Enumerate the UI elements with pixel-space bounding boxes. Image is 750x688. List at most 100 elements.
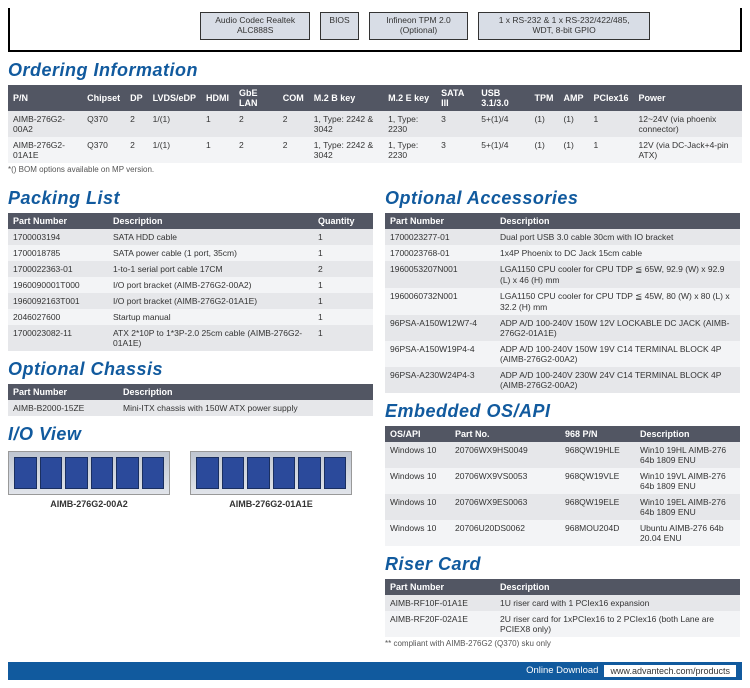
cell: Mini-ITX chassis with 150W ATX power sup…	[118, 400, 373, 416]
cell: 1700022363-01	[8, 261, 108, 277]
cell: 968QW19ELE	[560, 494, 635, 520]
cell: LGA1150 CPU cooler for CPU TDP ≦ 65W, 92…	[495, 261, 740, 288]
optacc-heading: Optional Accessories	[385, 188, 740, 209]
table-row: AIMB-RF20F-02A1E2U riser card for 1xPCIe…	[385, 611, 740, 637]
table-row: 1960053207N001LGA1150 CPU cooler for CPU…	[385, 261, 740, 288]
cell: 1, Type: 2242 & 3042	[309, 111, 383, 137]
cell: Ubuntu AIMB-276 64b 20.04 ENU	[635, 520, 740, 546]
os-heading: Embedded OS/API	[385, 401, 740, 422]
optchassis-table: Part NumberDescription AIMB-B2000-15ZEMi…	[8, 384, 373, 416]
cell: (1)	[529, 137, 558, 163]
col-header: SATA III	[436, 85, 476, 111]
table-row: 1960090001T000I/O port bracket (AIMB-276…	[8, 277, 373, 293]
col-header: COM	[278, 85, 309, 111]
table-row: Windows 1020706WX9ES0063968QW19ELEWin10 …	[385, 494, 740, 520]
cell: 2	[125, 111, 148, 137]
diagram-bios: BIOS	[320, 12, 358, 40]
cell: LGA1150 CPU cooler for CPU TDP ≦ 45W, 80…	[495, 288, 740, 315]
table-row: 96PSA-A150W19P4-4ADP A/D 100-240V 150W 1…	[385, 341, 740, 367]
optacc-table: Part NumberDescription 1700023277-01Dual…	[385, 213, 740, 393]
cell: Dual port USB 3.0 cable 30cm with IO bra…	[495, 229, 740, 245]
cell: 96PSA-A230W24P4-3	[385, 367, 495, 393]
cell: Win10 19VL AIMB-276 64b 1809 ENU	[635, 468, 740, 494]
table-row: AIMB-RF10F-01A1E1U riser card with 1 PCI…	[385, 595, 740, 611]
cell: (1)	[529, 111, 558, 137]
ordering-note: *() BOM options available on MP version.	[8, 165, 742, 174]
cell: 1700018785	[8, 245, 108, 261]
cell: 1	[588, 111, 633, 137]
col-header: Power	[633, 85, 742, 111]
table-row: 1700023082-11ATX 2*10P to 1*3P-2.0 25cm …	[8, 325, 373, 351]
col-header: P/N	[8, 85, 82, 111]
col-header: Description	[495, 579, 740, 595]
col-header: Description	[118, 384, 373, 400]
col-header: Quantity	[313, 213, 373, 229]
table-row: Windows 1020706WX9VS0053968QW19VLEWin10 …	[385, 468, 740, 494]
cell: 5+(1)/4	[476, 111, 529, 137]
cell: 5+(1)/4	[476, 137, 529, 163]
cell: 1	[201, 111, 234, 137]
cell: I/O port bracket (AIMB-276G2-00A2)	[108, 277, 313, 293]
download-bar: Online Download www.advantech.com/produc…	[8, 662, 742, 680]
optchassis-heading: Optional Chassis	[8, 359, 373, 380]
table-row: AIMB-276G2-01A1EQ37021/(1)1221, Type: 22…	[8, 137, 742, 163]
cell: ADP A/D 100-240V 230W 24V C14 TERMINAL B…	[495, 367, 740, 393]
cell: SATA HDD cable	[108, 229, 313, 245]
cell: 1	[313, 229, 373, 245]
io-label-b: AIMB-276G2-01A1E	[190, 499, 352, 509]
io-view-a: AIMB-276G2-00A2	[8, 451, 170, 509]
table-row: 1700023768-011x4P Phoenix to DC Jack 15c…	[385, 245, 740, 261]
col-header: AMP	[558, 85, 588, 111]
cell: ATX 2*10P to 1*3P-2.0 25cm cable (AIMB-2…	[108, 325, 313, 351]
cell: Windows 10	[385, 468, 450, 494]
col-header: Part Number	[8, 384, 118, 400]
cell: 1960090001T000	[8, 277, 108, 293]
table-row: AIMB-B2000-15ZEMini-ITX chassis with 150…	[8, 400, 373, 416]
col-header: PCIex16	[588, 85, 633, 111]
cell: 96PSA-A150W12W7-4	[385, 315, 495, 341]
cell: AIMB-RF20F-02A1E	[385, 611, 495, 637]
col-header: M.2 E key	[383, 85, 436, 111]
table-row: 2046027600Startup manual1	[8, 309, 373, 325]
cell: 1U riser card with 1 PCIex16 expansion	[495, 595, 740, 611]
cell: 1	[201, 137, 234, 163]
col-header: Chipset	[82, 85, 125, 111]
cell: Win10 19HL AIMB-276 64b 1809 ENU	[635, 442, 740, 468]
cell: 1960060732N001	[385, 288, 495, 315]
cell: 20706U20DS0062	[450, 520, 560, 546]
io-image-b	[190, 451, 352, 495]
cell: 1/(1)	[148, 137, 201, 163]
table-row: 1960060732N001LGA1150 CPU cooler for CPU…	[385, 288, 740, 315]
riser-note: ** compliant with AIMB-276G2 (Q370) sku …	[385, 639, 740, 648]
cell: AIMB-276G2-01A1E	[8, 137, 82, 163]
cell: 968MOU204D	[560, 520, 635, 546]
ordering-heading: Ordering Information	[8, 60, 742, 81]
packing-table: Part NumberDescriptionQuantity 170000319…	[8, 213, 373, 351]
cell: 1700023277-01	[385, 229, 495, 245]
cell: 1700003194	[8, 229, 108, 245]
col-header: TPM	[529, 85, 558, 111]
diagram-tpm: Infineon TPM 2.0 (Optional)	[369, 12, 469, 40]
cell: ADP A/D 100-240V 150W 19V C14 TERMINAL B…	[495, 341, 740, 367]
col-header: M.2 B key	[309, 85, 383, 111]
table-row: 96PSA-A230W24P4-3ADP A/D 100-240V 230W 2…	[385, 367, 740, 393]
io-image-a	[8, 451, 170, 495]
diagram-audio: Audio Codec Realtek ALC888S	[200, 12, 310, 40]
download-url[interactable]: www.advantech.com/products	[604, 665, 736, 677]
cell: Startup manual	[108, 309, 313, 325]
cell: Q370	[82, 111, 125, 137]
cell: AIMB-B2000-15ZE	[8, 400, 118, 416]
col-header: Part Number	[385, 213, 495, 229]
col-header: HDMI	[201, 85, 234, 111]
cell: (1)	[558, 137, 588, 163]
download-label: Online Download	[526, 665, 598, 676]
packing-heading: Packing List	[8, 188, 373, 209]
col-header: USB 3.1/3.0	[476, 85, 529, 111]
cell: 1	[313, 277, 373, 293]
cell: (1)	[558, 111, 588, 137]
cell: AIMB-RF10F-01A1E	[385, 595, 495, 611]
cell: 1, Type: 2230	[383, 111, 436, 137]
col-header: OS/API	[385, 426, 450, 442]
cell: 1960053207N001	[385, 261, 495, 288]
riser-table: Part NumberDescription AIMB-RF10F-01A1E1…	[385, 579, 740, 637]
